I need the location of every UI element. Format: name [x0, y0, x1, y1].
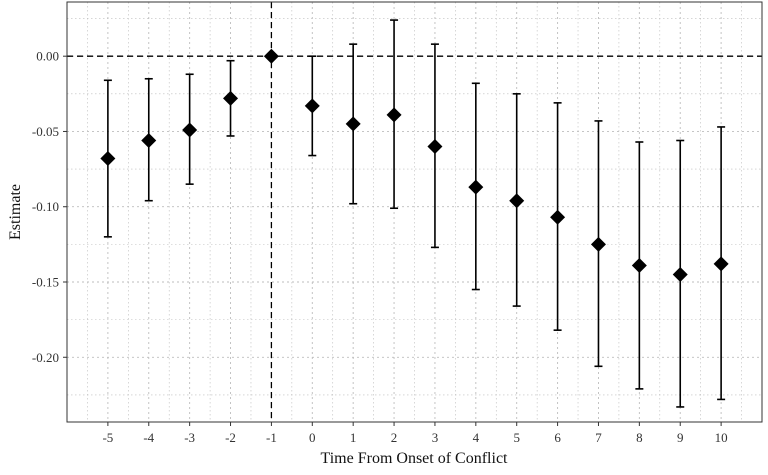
point-estimate-marker	[141, 132, 157, 148]
x-tick-label: 7	[595, 430, 602, 445]
y-tick-label: -0.15	[32, 275, 59, 290]
point-estimate-marker	[100, 151, 116, 167]
y-tick-label: -0.20	[32, 350, 59, 365]
y-axis-ticks: 0.00 -0.05 -0.10 -0.15 -0.20	[32, 49, 67, 365]
x-tick-label: -1	[266, 430, 277, 445]
y-axis-title: Estimate	[7, 184, 24, 240]
x-tick-label: 10	[715, 430, 728, 445]
point-estimate-marker	[427, 139, 443, 155]
x-tick-label: 3	[432, 430, 439, 445]
x-axis-ticks: -5 -4 -3 -2 -1 0 1 2 3 4 5 6 7 8 9 10	[102, 422, 728, 445]
point-estimate-marker	[631, 257, 647, 273]
point-estimate-marker	[550, 209, 566, 225]
point-estimate-marker	[223, 90, 239, 106]
x-tick-label: 6	[554, 430, 561, 445]
x-tick-label: 4	[473, 430, 480, 445]
point-estimate-marker	[713, 256, 729, 272]
point-estimate-marker	[672, 266, 688, 282]
x-axis-title: Time From Onset of Conflict	[321, 450, 509, 467]
x-tick-label: 8	[636, 430, 643, 445]
x-tick-label: 9	[677, 430, 684, 445]
x-tick-label: 2	[391, 430, 398, 445]
point-estimate-marker	[345, 116, 361, 132]
point-estimate-marker	[509, 193, 525, 209]
point-estimate-marker	[386, 107, 402, 123]
point-estimate-marker	[263, 48, 279, 64]
plot-background	[67, 2, 762, 422]
y-tick-label: -0.05	[32, 124, 59, 139]
point-estimate-marker	[304, 98, 320, 114]
point-estimate-marker	[468, 179, 484, 195]
x-tick-label: -2	[225, 430, 236, 445]
x-tick-label: 1	[350, 430, 357, 445]
point-estimate-marker	[182, 122, 198, 138]
plot-border	[66, 1, 763, 423]
x-tick-label: -3	[184, 430, 195, 445]
x-tick-label: -5	[102, 430, 113, 445]
x-tick-label: 5	[513, 430, 520, 445]
point-estimate-marker	[590, 236, 606, 252]
x-tick-label: -4	[143, 430, 154, 445]
y-tick-label: 0.00	[36, 49, 59, 64]
point-estimates	[100, 48, 729, 282]
reference-lines	[67, 2, 762, 422]
x-tick-label: 0	[309, 430, 316, 445]
y-tick-label: -0.10	[32, 199, 59, 214]
